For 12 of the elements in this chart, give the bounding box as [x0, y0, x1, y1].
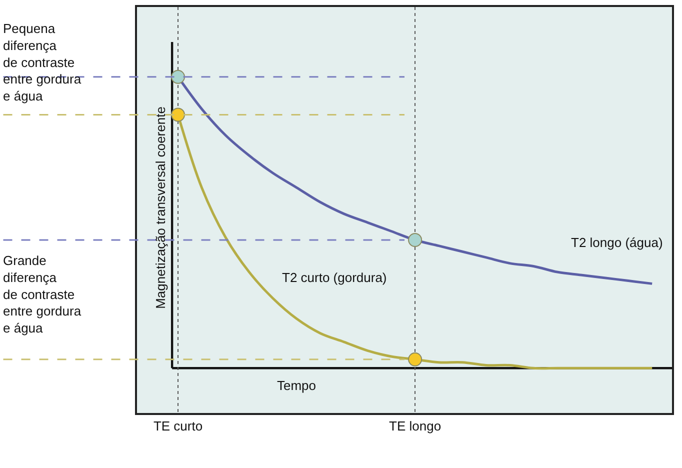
- series-label: T2 curto (gordura): [282, 270, 387, 285]
- text: Pequena diferença de contraste entre gordura e água: [3, 21, 82, 104]
- point: [408, 352, 422, 366]
- x-tick-label: TE curto: [153, 418, 203, 434]
- x-tick-label: TE longo: [389, 418, 442, 434]
- x-axis-title: Tempo: [277, 378, 316, 393]
- series-label: T2 longo (água): [571, 235, 663, 250]
- point: [171, 108, 186, 122]
- point: [171, 70, 186, 84]
- point: [408, 233, 422, 247]
- y-axis-title: Magnetização transversal coerente: [152, 106, 168, 309]
- text: Grande diferença de contraste entre gordura e água: [3, 253, 82, 336]
